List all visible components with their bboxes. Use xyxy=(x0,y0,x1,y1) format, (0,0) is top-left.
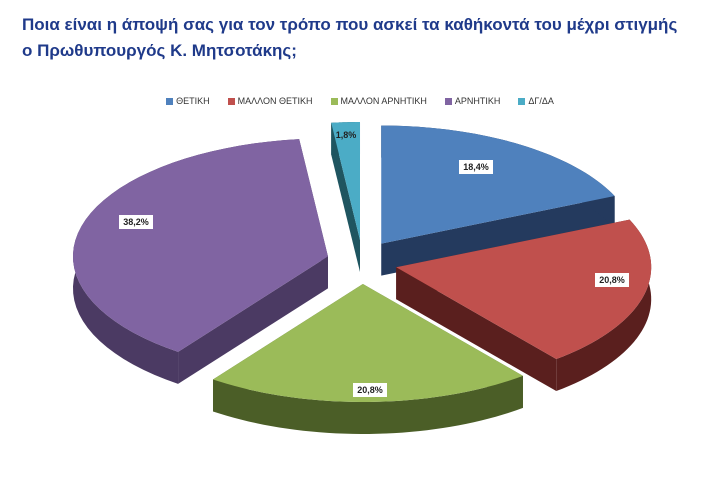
pie-slice-2 xyxy=(212,283,523,434)
data-label-2: 20,8% xyxy=(353,383,387,397)
slice-top xyxy=(73,139,328,352)
legend: ΘΕΤΙΚΗ ΜΑΛΛΟΝ ΘΕΤΙΚΗ ΜΑΛΛΟΝ ΑΡΝΗΤΙΚΗ ΑΡΝ… xyxy=(0,96,720,106)
slice-wall xyxy=(381,196,615,276)
pie-slice-0 xyxy=(381,125,615,276)
data-label-text: 38,2% xyxy=(123,217,149,227)
pie-slice-4 xyxy=(331,122,361,273)
legend-label: ΘΕΤΙΚΗ xyxy=(176,96,210,106)
legend-label: ΔΓ/ΔΑ xyxy=(528,96,554,106)
data-label-3: 38,2% xyxy=(119,215,153,229)
legend-label: ΜΑΛΛΟΝ ΘΕΤΙΚΗ xyxy=(237,96,313,106)
legend-swatch xyxy=(227,97,235,105)
legend-swatch xyxy=(518,97,526,105)
legend-item-2: ΜΑΛΛΟΝ ΑΡΝΗΤΙΚΗ xyxy=(330,96,427,106)
data-label-bg xyxy=(595,273,629,287)
slice-wall xyxy=(396,267,557,392)
slice-side xyxy=(212,375,523,434)
data-label-bg xyxy=(353,383,387,397)
data-label-text: 20,8% xyxy=(357,385,383,395)
data-label-4: 1,8% xyxy=(336,130,357,140)
legend-item-1: ΜΑΛΛΟΝ ΘΕΤΙΚΗ xyxy=(227,96,313,106)
legend-item-3: ΑΡΝΗΤΙΚΗ xyxy=(444,96,501,106)
legend-label: ΑΡΝΗΤΙΚΗ xyxy=(454,96,501,106)
data-label-text: 1,8% xyxy=(336,130,357,140)
chart-title: Ποια είναι η άποψή σας για τον τρόπο που… xyxy=(22,12,712,64)
slice-top xyxy=(381,125,615,244)
slice-top xyxy=(331,122,361,241)
legend-item-4: ΔΓ/ΔΑ xyxy=(518,96,554,106)
slice-wall xyxy=(178,256,328,384)
data-label-bg xyxy=(119,215,153,229)
slice-top xyxy=(396,219,652,360)
slice-side xyxy=(556,219,652,392)
legend-swatch xyxy=(444,97,452,105)
title-line-1: Ποια είναι η άποψή σας για τον τρόπο που… xyxy=(22,15,678,34)
data-label-0: 18,4% xyxy=(459,160,493,174)
slice-wall xyxy=(331,122,361,273)
pie-slice-1 xyxy=(396,219,652,392)
data-label-text: 20,8% xyxy=(599,275,625,285)
legend-swatch xyxy=(330,97,338,105)
slice-top xyxy=(212,283,523,402)
pie-slice-3 xyxy=(73,139,328,384)
legend-swatch xyxy=(166,97,174,105)
legend-label: ΜΑΛΛΟΝ ΑΡΝΗΤΙΚΗ xyxy=(340,96,427,106)
title-line-2: ο Πρωθυπουργός Κ. Μητσοτάκης; xyxy=(22,41,297,60)
data-label-1: 20,8% xyxy=(595,273,629,287)
data-label-bg xyxy=(459,160,493,174)
legend-item-0: ΘΕΤΙΚΗ xyxy=(166,96,210,106)
data-label-text: 18,4% xyxy=(463,162,489,172)
